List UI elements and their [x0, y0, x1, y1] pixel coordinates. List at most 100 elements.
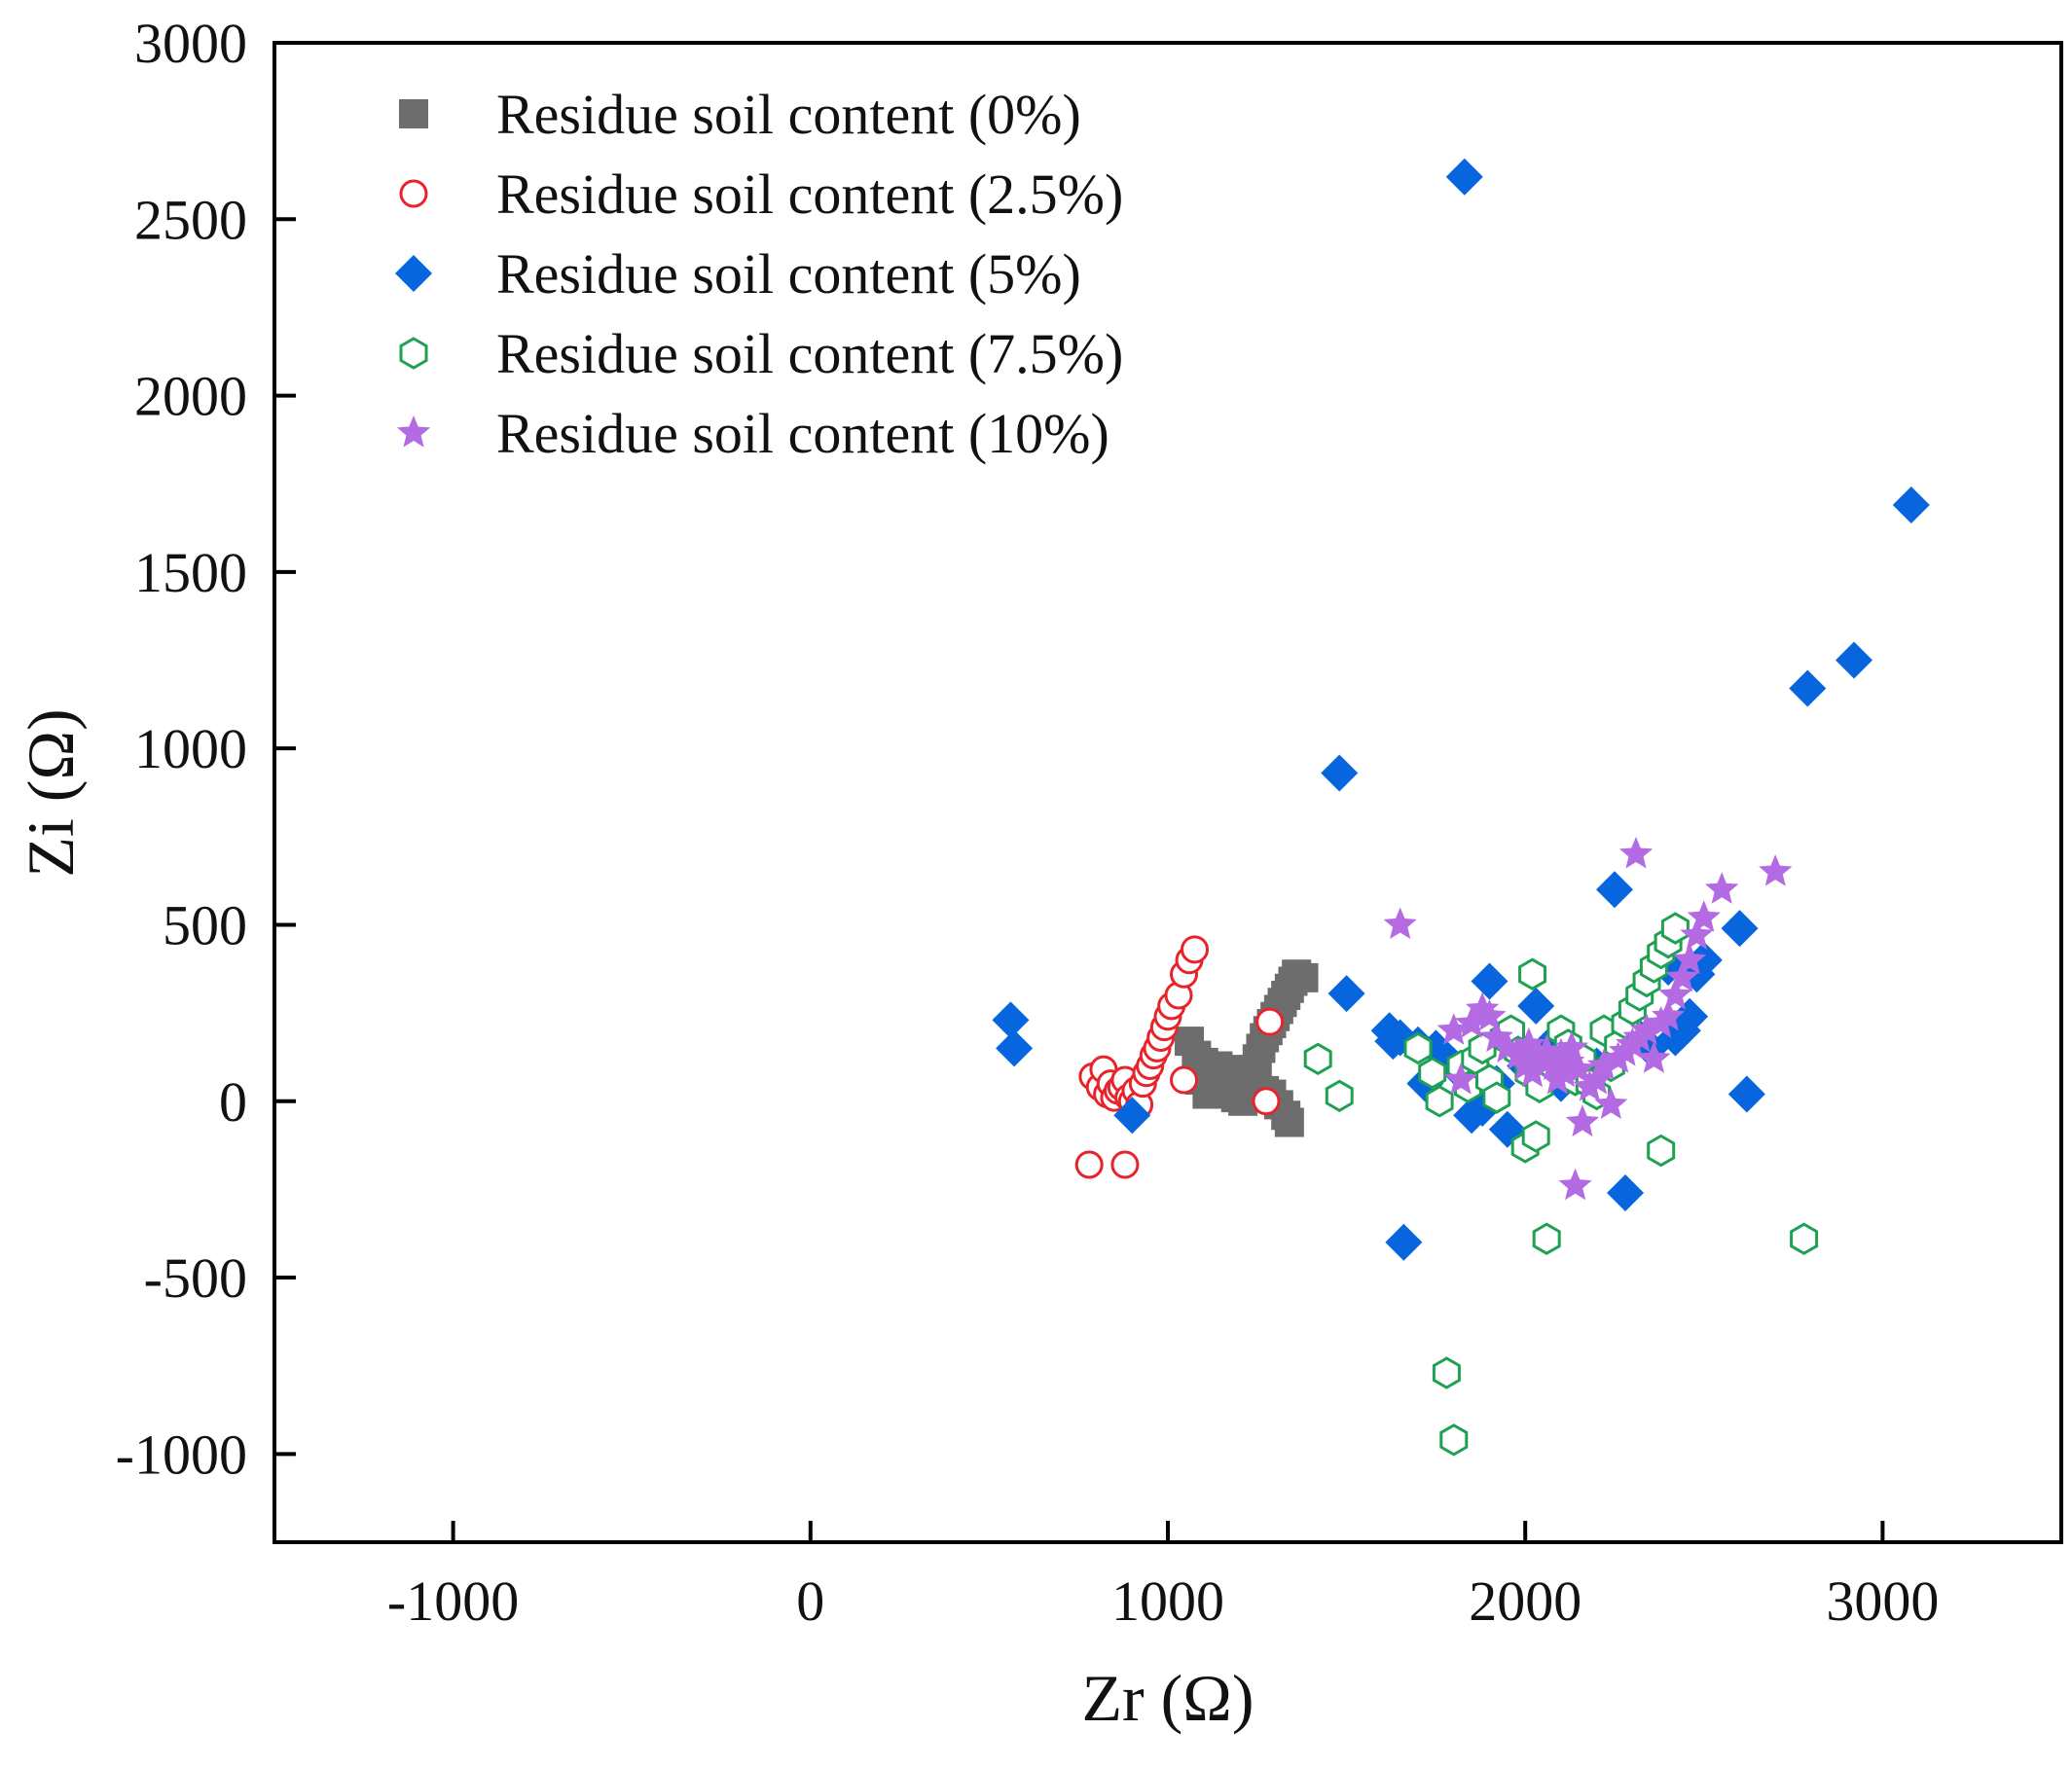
data-point — [1383, 907, 1417, 939]
data-point — [1113, 1097, 1151, 1135]
data-point — [1252, 1087, 1281, 1116]
data-point — [1203, 1051, 1233, 1081]
data-point — [992, 1001, 1030, 1039]
y-tick-label: 0 — [219, 1070, 247, 1134]
y-tick-label: 1000 — [134, 717, 247, 780]
data-point — [1255, 1007, 1285, 1036]
x-tick-label: 3000 — [1826, 1569, 1939, 1633]
x-tick-label: 1000 — [1111, 1569, 1224, 1633]
data-point — [1565, 1104, 1600, 1137]
data-point — [1471, 962, 1509, 1000]
data-point — [1321, 754, 1359, 792]
data-point — [1327, 975, 1365, 1013]
data-point — [1727, 1075, 1765, 1113]
data-point — [1789, 669, 1827, 707]
data-point — [1289, 962, 1319, 992]
y-tick-label: -500 — [144, 1246, 247, 1310]
data-point — [1637, 1041, 1671, 1073]
data-point — [1170, 1065, 1199, 1095]
data-point — [1521, 1120, 1550, 1153]
data-point — [1472, 998, 1507, 1031]
series-0 — [1175, 959, 1319, 1137]
data-point — [1721, 910, 1759, 948]
data-points — [992, 158, 1930, 1457]
y-axis-title: Zi (Ω) — [14, 708, 88, 877]
data-point — [1790, 1222, 1819, 1255]
data-point — [1629, 1013, 1664, 1045]
legend-marker — [395, 255, 432, 292]
data-point — [1482, 1081, 1511, 1114]
data-point — [1418, 1057, 1447, 1090]
data-point — [1607, 1174, 1645, 1212]
data-point — [1445, 158, 1483, 196]
legend-label: Residue soil content (5%) — [496, 242, 1081, 306]
data-point — [1274, 1107, 1304, 1137]
data-point — [1687, 900, 1721, 932]
data-point — [1673, 942, 1707, 975]
data-point — [1385, 1223, 1423, 1261]
x-axis: -1000 0 1000 2000 3000 — [387, 1521, 1939, 1633]
legend-label: Residue soil content (10%) — [496, 402, 1109, 465]
data-point — [1432, 1356, 1461, 1389]
data-point — [1618, 837, 1654, 869]
y-axis: -1000 -500 0 500 1000 1500 2000 2500 3000 — [116, 12, 296, 1486]
data-point — [1515, 1055, 1549, 1088]
data-point — [1836, 641, 1873, 679]
y-tick-label: 3000 — [134, 12, 247, 75]
data-point — [1554, 1030, 1589, 1063]
series-1 — [1074, 935, 1285, 1179]
data-point — [1192, 1079, 1222, 1109]
data-point — [1660, 912, 1690, 945]
data-point — [1074, 1150, 1104, 1179]
series-4 — [1383, 837, 1793, 1201]
data-point — [1403, 1031, 1433, 1065]
data-point — [1647, 1134, 1676, 1168]
x-tick-label: -1000 — [387, 1569, 519, 1633]
data-point — [1580, 1063, 1614, 1095]
data-point — [1181, 935, 1210, 964]
data-point — [1671, 997, 1709, 1035]
data-point — [1303, 1042, 1332, 1076]
data-point — [996, 1029, 1034, 1067]
data-point — [1439, 1424, 1469, 1457]
y-tick-label: 2500 — [134, 188, 247, 251]
legend-marker — [399, 337, 428, 370]
legend-label: Residue soil content (7.5%) — [496, 322, 1123, 385]
legend-item: Residue soil content (2.5%) — [399, 162, 1123, 226]
series-3 — [1303, 912, 1819, 1457]
data-point — [1680, 918, 1714, 950]
data-point — [1110, 1150, 1140, 1179]
data-point — [1594, 1087, 1628, 1119]
data-point — [1665, 959, 1699, 992]
legend-label: Residue soil content (0%) — [496, 83, 1081, 146]
legend-item: Residue soil content (0%) — [399, 83, 1081, 146]
data-point — [1532, 1222, 1561, 1255]
legend-label: Residue soil content (2.5%) — [496, 162, 1123, 226]
legend-marker — [399, 179, 428, 208]
legend: Residue soil content (0%) Residue soil co… — [395, 83, 1123, 465]
data-point — [1444, 1063, 1478, 1095]
data-point — [1892, 486, 1930, 523]
y-tick-label: -1000 — [116, 1423, 247, 1486]
legend-item: Residue soil content (5%) — [395, 242, 1081, 306]
data-point — [1466, 991, 1500, 1025]
x-tick-label: 0 — [796, 1569, 824, 1633]
data-point — [1705, 872, 1739, 904]
data-point — [1518, 957, 1546, 991]
data-point — [1759, 854, 1793, 886]
y-tick-label: 2000 — [134, 365, 247, 428]
legend-marker — [396, 415, 431, 448]
data-point — [1558, 1168, 1592, 1201]
legend-item: Residue soil content (7.5%) — [399, 322, 1123, 385]
data-point — [1658, 978, 1692, 1010]
data-point — [1586, 1048, 1621, 1081]
legend-item: Residue soil content (10%) — [396, 402, 1109, 465]
y-tick-label: 1500 — [134, 541, 247, 604]
data-point — [1517, 987, 1555, 1025]
data-point — [1596, 871, 1633, 909]
data-point — [1425, 1085, 1454, 1118]
legend-marker — [399, 99, 428, 128]
x-tick-label: 2000 — [1469, 1569, 1581, 1633]
data-point — [1325, 1079, 1354, 1113]
